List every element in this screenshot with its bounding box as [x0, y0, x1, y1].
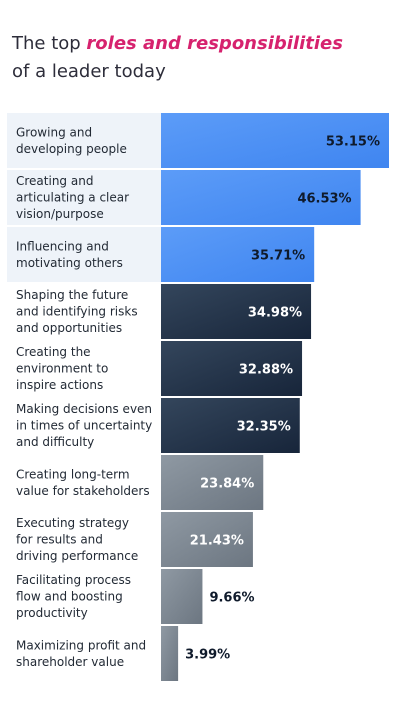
title-highlight: roles and responsibilities: [86, 33, 343, 54]
title-prefix: The top: [12, 33, 87, 54]
value-label: 32.35%: [237, 420, 291, 435]
value-label: 53.15%: [326, 135, 380, 150]
category-label: Creating and articulating a clear vision/p…: [16, 174, 129, 221]
category-label: Executing strategy for results and driving…: [16, 516, 138, 563]
category-label: Maximizing profit and shareholder value: [16, 638, 146, 669]
bar-4: [161, 284, 312, 339]
category-label: Shaping the future and identifying risks a…: [16, 288, 138, 335]
row-background: [7, 227, 161, 282]
title-line-2: of a leader today: [12, 61, 166, 82]
value-label: 3.99%: [185, 648, 230, 663]
category-label: Facilitating process flow and boosting pro…: [16, 573, 131, 620]
value-label: 46.53%: [297, 192, 351, 207]
bar-3: [161, 227, 315, 282]
value-label: 23.84%: [200, 477, 254, 492]
bar-6: [161, 398, 300, 453]
row-background: [7, 170, 161, 225]
bar-5: [161, 341, 303, 396]
category-label: Influencing and motivating others: [16, 239, 123, 270]
bar-10: [161, 626, 179, 681]
value-label: 9.66%: [209, 591, 254, 606]
value-label: 35.71%: [251, 249, 305, 264]
category-label: Creating the environment to inspire action…: [16, 345, 108, 392]
row-background: [7, 113, 161, 168]
bar-1: [161, 113, 389, 168]
value-label: 21.43%: [190, 534, 244, 549]
value-label: 34.98%: [248, 306, 302, 321]
bar-2: [161, 170, 361, 225]
category-label: Creating long-term value for stakeholders: [16, 467, 150, 498]
bar-8: [161, 512, 253, 567]
category-label: Making decisions even in times of uncerta…: [16, 402, 152, 449]
chart-title: The top roles and responsibilities of a …: [12, 30, 392, 86]
value-label: 32.88%: [239, 363, 293, 378]
bar-9: [161, 569, 203, 624]
bar-7: [161, 455, 264, 510]
category-label: Growing and developing people: [16, 125, 127, 156]
